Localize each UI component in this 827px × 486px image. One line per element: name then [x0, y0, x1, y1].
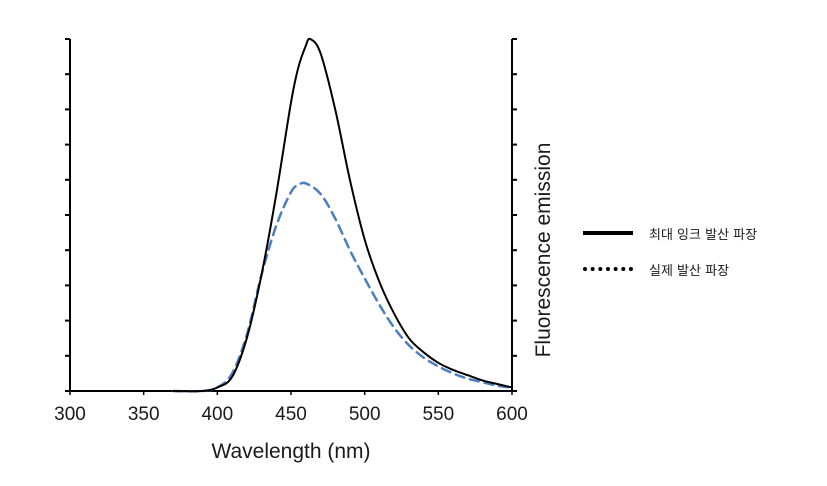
legend-swatch-solid [583, 231, 633, 235]
series-line-actual [171, 181, 514, 393]
chart-series [171, 37, 514, 393]
legend-label-actual: 실제 발산 파장 [649, 263, 730, 279]
x-axis-title: Wavelength (nm) [211, 440, 370, 463]
x-tick-label: 300 [54, 404, 86, 425]
x-tick-label: 600 [496, 404, 528, 425]
chart-labels: 300 350 400 450 500 550 600 Wavelength (nm) Fluo… [54, 143, 555, 463]
series-line-peak [172, 37, 513, 393]
legend: 최대 잉크 발산 파장 실제 발산 파장 [583, 222, 757, 294]
x-tick-label: 400 [201, 404, 233, 425]
legend-swatch-dotted [583, 267, 633, 271]
x-tick-label: 450 [275, 404, 307, 425]
x-tick-label: 550 [422, 404, 454, 425]
chart-axes [69, 39, 513, 392]
legend-label-peak: 최대 잉크 발산 파장 [649, 227, 758, 243]
x-tick-label: 350 [128, 404, 160, 425]
chart-ticks [65, 38, 517, 395]
legend-item-actual: 실제 발산 파장 [583, 258, 757, 280]
x-tick-label: 500 [349, 404, 381, 425]
legend-item-peak: 최대 잉크 발산 파장 [583, 222, 757, 244]
y-axis-title: Fluorescence emission [532, 143, 555, 358]
